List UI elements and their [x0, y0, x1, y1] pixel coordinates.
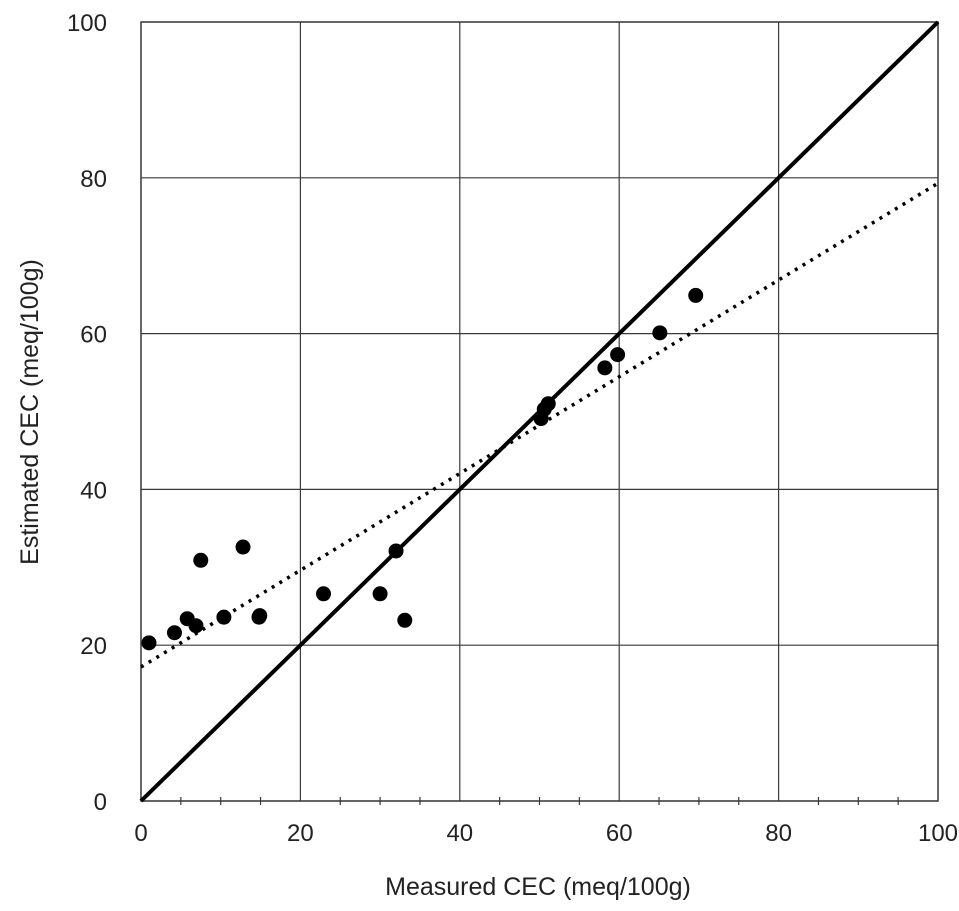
x-tick-label: 100: [918, 820, 958, 847]
tick-labels: 0 20 40 60 80 100 0 20 40 60 80 100: [67, 10, 958, 847]
data-point-3: [188, 618, 204, 634]
x-tick-label: 80: [765, 820, 792, 847]
x-tick-label: 20: [287, 820, 314, 847]
x-tick-label: 60: [606, 820, 633, 847]
y-tick-label: 0: [94, 789, 107, 816]
y-tick-label: 80: [80, 166, 107, 193]
data-point-0: [141, 635, 157, 651]
data-point-1: [166, 625, 182, 641]
y-tick-label: 20: [80, 633, 107, 660]
data-point-6: [235, 539, 251, 555]
x-tick-label: 0: [134, 820, 147, 847]
x-tick-label: 40: [446, 820, 473, 847]
data-point-18: [652, 325, 668, 341]
y-tick-label: 40: [80, 477, 107, 504]
data-point-9: [316, 586, 332, 602]
y-axis-title: Estimated CEC (meq/100g): [16, 259, 44, 565]
data-point-15: [540, 396, 556, 412]
data-points: [141, 287, 704, 651]
data-point-11: [388, 543, 404, 559]
y-tick-label: 60: [80, 322, 107, 349]
plot-frame: [140, 21, 939, 802]
data-point-12: [397, 612, 413, 628]
data-point-8: [252, 608, 268, 624]
trend-line: [140, 181, 939, 669]
x-axis-title: Measured CEC (meq/100g): [385, 873, 691, 901]
data-point-17: [610, 347, 626, 363]
data-point-16: [597, 360, 613, 376]
data-point-5: [216, 609, 232, 625]
data-point-4: [193, 552, 209, 568]
data-point-10: [372, 586, 388, 602]
grid-layer: [140, 21, 939, 805]
y-tick-label: 100: [67, 10, 107, 37]
data-point-19: [688, 287, 704, 303]
